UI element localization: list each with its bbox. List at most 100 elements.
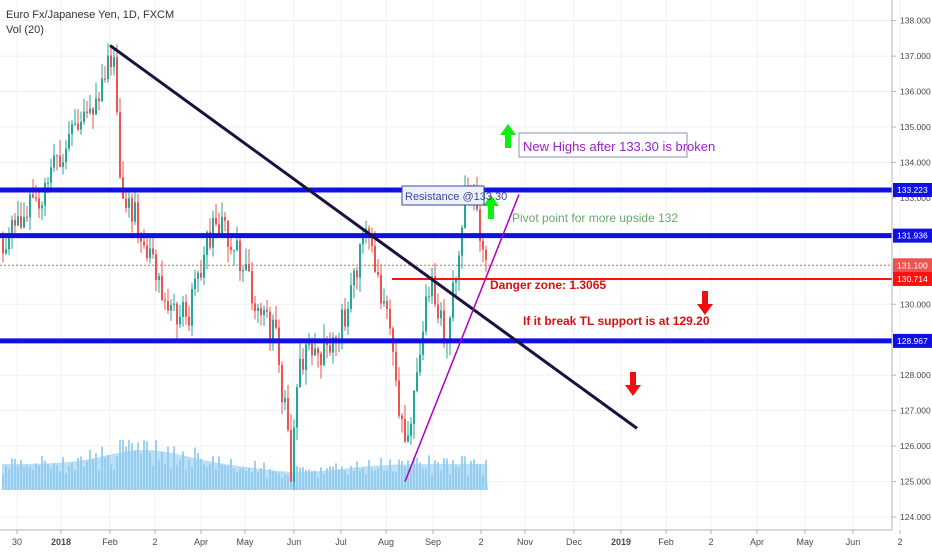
candle [245, 248, 247, 271]
annotation-box [401, 185, 485, 206]
candle-body [329, 345, 331, 353]
annotation-tl-support-text: If it break TL support is at 129.20 [523, 314, 710, 328]
candle-body [218, 224, 220, 234]
candle-body [407, 435, 409, 442]
candle [347, 301, 349, 336]
candle-body [71, 124, 73, 135]
time-tick-label: 2 [152, 537, 157, 547]
price-tick-label: 134.000 [900, 157, 931, 167]
price-tag-label: 130.714 [897, 274, 928, 284]
candle-body [332, 337, 334, 353]
down-arrow-icon [625, 372, 641, 396]
candle-body [269, 311, 271, 341]
candle-body [479, 209, 481, 241]
candle [116, 44, 118, 116]
candle [26, 205, 28, 223]
candle-body [395, 351, 397, 381]
key-levels [0, 187, 892, 344]
candle-body [200, 272, 202, 278]
candle-body [119, 112, 121, 178]
candle [38, 192, 40, 219]
time-tick-label: May [236, 537, 254, 547]
candle [182, 295, 184, 327]
price-tick-label: 127.000 [900, 406, 931, 416]
candle-body [26, 217, 28, 219]
price-tick-label: 124.000 [900, 512, 931, 522]
price-tick-label: 128.000 [900, 370, 931, 380]
candle-body [383, 301, 385, 304]
candle [335, 335, 337, 357]
symbol-title: Euro Fx/Japanese Yen, 1D, FXCM [6, 9, 175, 21]
candle-body [179, 316, 181, 325]
candle-body [188, 316, 190, 326]
candle [404, 404, 406, 444]
candle-body [152, 248, 154, 255]
price-tick-label: 137.000 [900, 51, 931, 61]
candle [266, 299, 268, 318]
time-tick-label: Apr [194, 537, 208, 547]
candle [302, 347, 304, 375]
candle-body [245, 264, 247, 271]
candle [389, 299, 391, 336]
time-tick-label: Jun [287, 537, 302, 547]
candle-body [143, 241, 145, 246]
resistance-trendline [109, 44, 638, 430]
annotation-new-highs-text: New Highs after 133.30 is broken [523, 139, 715, 154]
candle [77, 109, 79, 132]
candle-body [239, 240, 241, 272]
candle-body [83, 111, 85, 122]
candle-body [74, 123, 76, 125]
volume-series [2, 439, 488, 490]
candle-body [404, 419, 406, 442]
candle [14, 212, 16, 235]
price-tag-label: 128.967 [897, 336, 928, 346]
candle-body [236, 240, 238, 250]
candle [458, 250, 460, 291]
time-tick-label: 2019 [611, 537, 631, 547]
candle-body [248, 264, 250, 272]
candle [263, 305, 265, 327]
candle [188, 306, 190, 332]
time-tick-label: Sep [425, 537, 441, 547]
candle-body [92, 108, 94, 115]
candle-body [356, 270, 358, 278]
candle-body [104, 78, 106, 80]
candle [23, 202, 25, 229]
candle-body [485, 249, 487, 260]
current-price-tag: 131.100 [893, 258, 932, 273]
candle-body [323, 338, 325, 366]
candle [281, 361, 283, 415]
support-trendline [404, 194, 520, 482]
time-tick-label: Jun [846, 537, 861, 547]
candle-body [242, 270, 244, 272]
candle [293, 419, 295, 490]
candle-body [452, 282, 454, 318]
candle [380, 264, 382, 309]
candle-body [257, 308, 259, 311]
candle [392, 326, 394, 366]
candle [41, 201, 43, 221]
time-tick-label: 2 [897, 537, 902, 547]
time-tick-label: Apr [750, 537, 764, 547]
candle-body [80, 121, 82, 130]
candle [11, 215, 13, 249]
candle-body [254, 303, 256, 311]
price-tag-bg [893, 333, 932, 348]
candle-body [8, 237, 10, 250]
candle [425, 284, 427, 336]
price-tag-bg [893, 271, 932, 286]
candle-body [428, 296, 430, 298]
level-price-tag: 133.223 [893, 183, 932, 198]
candle-body [68, 134, 70, 149]
candle-body [293, 427, 295, 482]
candle-body [5, 249, 7, 254]
candle-body [47, 182, 49, 184]
candle [215, 204, 217, 227]
candle-body [137, 202, 139, 237]
candle [428, 286, 430, 303]
candle-body [59, 155, 61, 167]
annotation-resistance-text: Resistance @133.30 [405, 191, 507, 203]
candle [134, 189, 136, 226]
